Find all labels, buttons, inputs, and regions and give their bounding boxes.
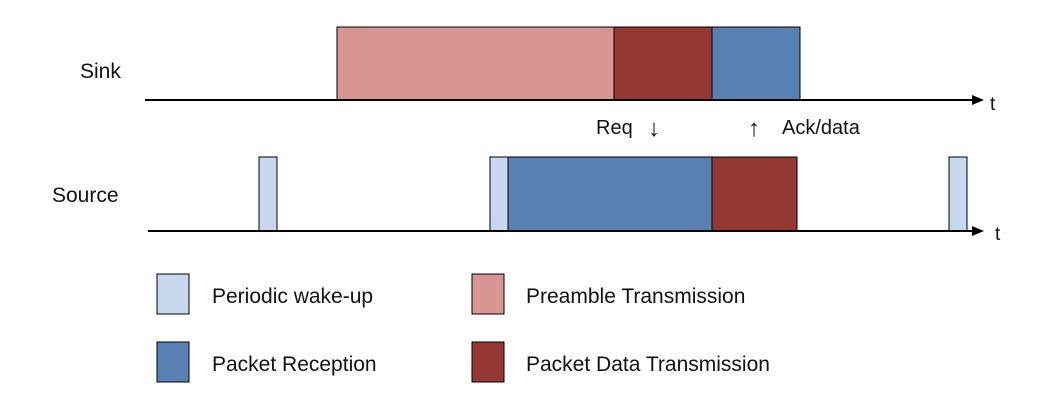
sink-packet-data-transmission-block [613, 26, 713, 101]
sink-time-axis-arrowhead [972, 95, 984, 105]
sink-packet-reception-block [711, 26, 801, 101]
req-down-arrow-icon: ↓ [648, 115, 660, 142]
source-time-axis-arrowhead [972, 226, 984, 236]
source-periodic-wakeup-block-1 [258, 156, 278, 232]
legend-swatch-packet-data-transmission [471, 341, 505, 383]
source-time-axis-label: t [995, 224, 1001, 245]
source-packet-data-transmission-block [711, 156, 798, 232]
sink-time-axis-label: t [990, 94, 996, 115]
legend: Periodic wake-up Preamble Transmission P… [156, 273, 770, 383]
legend-label-periodic-wakeup: Periodic wake-up [212, 285, 373, 308]
source-label: Source [52, 184, 119, 207]
source-periodic-wakeup-block-2 [489, 156, 509, 232]
ack-data-label: Ack/data [782, 117, 861, 139]
legend-label-packet-data-transmission: Packet Data Transmission [526, 353, 770, 376]
legend-label-packet-reception: Packet Reception [212, 353, 377, 376]
legend-swatch-packet-reception [156, 341, 190, 383]
source-periodic-wakeup-block-3 [948, 156, 968, 232]
ack-up-arrow-icon: ↑ [748, 115, 760, 142]
legend-swatch-periodic-wakeup [156, 273, 190, 315]
source-packet-reception-block [507, 156, 713, 232]
legend-label-preamble-transmission: Preamble Transmission [526, 285, 745, 308]
sink-label: Sink [80, 60, 121, 83]
sink-preamble-transmission-block [336, 26, 615, 101]
legend-swatch-preamble-transmission [471, 273, 505, 315]
req-label: Req [596, 117, 633, 139]
